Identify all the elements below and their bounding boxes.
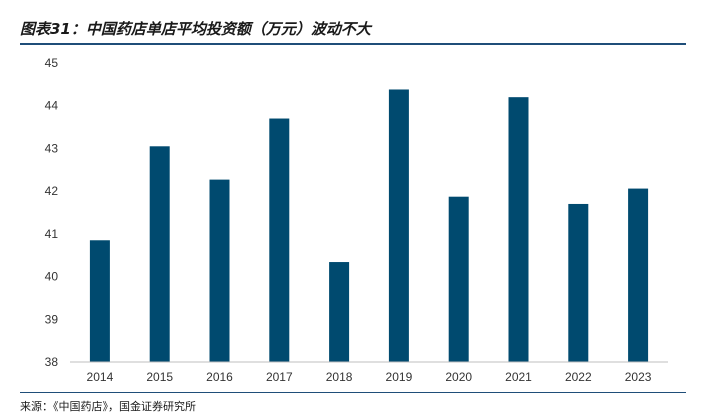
title-underline	[20, 43, 686, 45]
bar	[149, 146, 170, 362]
bar	[448, 196, 469, 362]
x-tick-label: 2018	[326, 370, 353, 384]
x-tick-label: 2017	[266, 370, 293, 384]
x-tick-label: 2021	[505, 370, 532, 384]
x-tick-label: 2020	[445, 370, 472, 384]
x-tick-label: 2014	[87, 370, 114, 384]
figure-title: 图表31：中国药店单店平均投资额（万元）波动不大	[20, 20, 371, 38]
x-tick-label: 2016	[206, 370, 233, 384]
bar	[329, 262, 350, 362]
x-tick-label: 2015	[146, 370, 173, 384]
bar	[568, 203, 589, 362]
y-tick-label: 40	[45, 270, 59, 284]
bar	[269, 118, 290, 363]
x-tick-label: 2023	[625, 370, 652, 384]
bar	[89, 240, 110, 362]
y-tick-label: 44	[45, 99, 59, 113]
y-tick-label: 43	[45, 141, 59, 155]
bar	[388, 89, 409, 363]
bar	[628, 188, 649, 362]
source-rule	[20, 392, 686, 393]
source-note: 来源：《中国药店》，国金证券研究所	[20, 400, 196, 413]
y-tick-label: 39	[45, 312, 59, 326]
bar	[209, 179, 230, 362]
y-tick-label: 45	[45, 56, 59, 70]
y-tick-label: 41	[45, 227, 59, 241]
y-tick-label: 38	[45, 355, 59, 369]
bar	[508, 97, 529, 363]
x-tick-label: 2019	[386, 370, 413, 384]
x-tick-label: 2022	[565, 370, 592, 384]
y-tick-label: 42	[45, 184, 59, 198]
